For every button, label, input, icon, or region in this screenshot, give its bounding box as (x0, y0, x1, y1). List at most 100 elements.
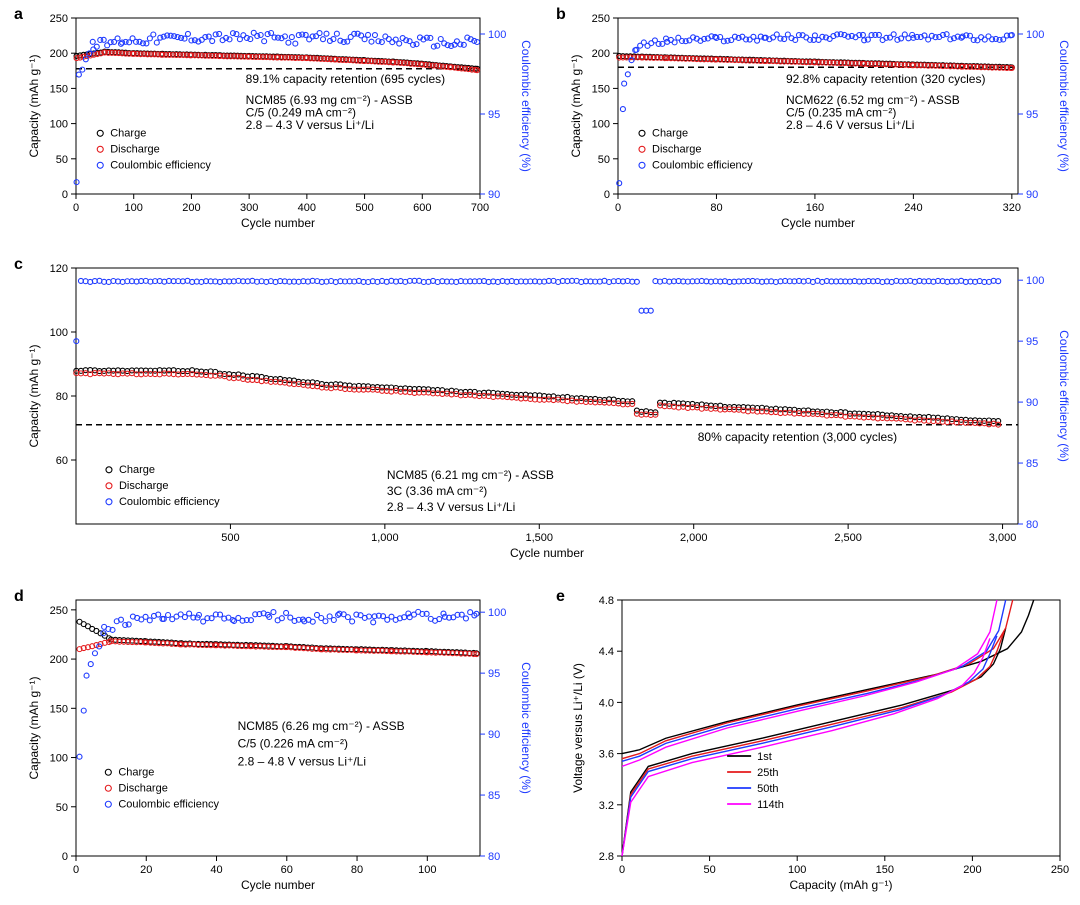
svg-text:80% capacity retention (3,000: 80% capacity retention (3,000 cycles) (698, 430, 897, 444)
panel-b: 080160240320Cycle number050100150200250C… (566, 12, 1072, 232)
svg-text:80: 80 (710, 202, 722, 214)
svg-text:Cycle number: Cycle number (510, 546, 584, 560)
svg-text:2.8 – 4.3 V versus Li⁺/Li: 2.8 – 4.3 V versus Li⁺/Li (387, 500, 515, 514)
svg-text:150: 150 (876, 864, 894, 876)
svg-text:150: 150 (592, 83, 610, 95)
svg-text:Charge: Charge (119, 464, 155, 476)
panel-label-b: b (556, 6, 566, 24)
svg-text:60: 60 (56, 455, 68, 467)
svg-text:3C (3.36 mA cm⁻²): 3C (3.36 mA cm⁻²) (387, 484, 487, 498)
panel-label-c: c (14, 256, 23, 274)
svg-text:Coulombic efficiency: Coulombic efficiency (652, 159, 753, 171)
svg-text:200: 200 (182, 202, 200, 214)
svg-text:Cycle number: Cycle number (781, 216, 855, 230)
svg-text:20: 20 (140, 864, 152, 876)
svg-text:Coulombic efficiency (%): Coulombic efficiency (%) (1057, 40, 1071, 172)
svg-text:0: 0 (619, 864, 625, 876)
svg-text:100: 100 (418, 864, 436, 876)
svg-text:0: 0 (73, 202, 79, 214)
svg-text:Discharge: Discharge (110, 143, 160, 155)
figure-root: a 0100200300400500600700Cycle number0501… (0, 0, 1080, 905)
svg-text:Discharge: Discharge (118, 782, 168, 794)
svg-text:2,000: 2,000 (680, 532, 708, 544)
svg-text:1st: 1st (757, 751, 772, 763)
svg-text:40: 40 (210, 864, 222, 876)
svg-text:1,000: 1,000 (371, 532, 399, 544)
svg-text:3.6: 3.6 (599, 749, 614, 761)
svg-text:0: 0 (73, 864, 79, 876)
svg-text:100: 100 (1026, 275, 1044, 287)
svg-text:320: 320 (1003, 202, 1021, 214)
svg-text:Charge: Charge (118, 766, 154, 778)
panel-a: 0100200300400500600700Cycle number050100… (24, 12, 534, 232)
svg-text:100: 100 (488, 607, 506, 619)
svg-text:50: 50 (56, 802, 68, 814)
svg-text:80: 80 (351, 864, 363, 876)
svg-text:100: 100 (125, 202, 143, 214)
svg-text:400: 400 (298, 202, 316, 214)
svg-text:250: 250 (50, 13, 68, 25)
panel-c: 5001,0001,5002,0002,5003,000Cycle number… (24, 262, 1072, 562)
svg-text:250: 250 (592, 13, 610, 25)
svg-text:Capacity (mAh g⁻¹): Capacity (mAh g⁻¹) (27, 676, 41, 779)
svg-text:0: 0 (62, 851, 68, 863)
svg-text:60: 60 (281, 864, 293, 876)
svg-text:90: 90 (1026, 189, 1038, 201)
svg-text:2.8: 2.8 (599, 851, 614, 863)
svg-text:Discharge: Discharge (652, 143, 702, 155)
svg-text:95: 95 (488, 668, 500, 680)
svg-text:85: 85 (1026, 458, 1038, 470)
svg-text:95: 95 (1026, 109, 1038, 121)
svg-text:300: 300 (240, 202, 258, 214)
panel-d: 020406080100Cycle number050100150200250C… (24, 594, 534, 894)
svg-text:120: 120 (50, 263, 68, 275)
svg-text:3.2: 3.2 (599, 800, 614, 812)
svg-text:2.8 – 4.8 V versus Li⁺/Li: 2.8 – 4.8 V versus Li⁺/Li (238, 754, 366, 768)
svg-text:95: 95 (1026, 336, 1038, 348)
svg-text:90: 90 (1026, 397, 1038, 409)
svg-text:Capacity (mAh g⁻¹): Capacity (mAh g⁻¹) (569, 54, 583, 157)
svg-text:150: 150 (50, 83, 68, 95)
svg-text:50th: 50th (757, 783, 778, 795)
svg-text:Capacity (mAh g⁻¹): Capacity (mAh g⁻¹) (27, 344, 41, 447)
svg-text:Coulombic efficiency (%): Coulombic efficiency (%) (1057, 330, 1071, 462)
svg-text:500: 500 (355, 202, 373, 214)
svg-text:95: 95 (488, 109, 500, 121)
svg-text:600: 600 (413, 202, 431, 214)
svg-text:100: 100 (50, 753, 68, 765)
svg-text:0: 0 (62, 189, 68, 201)
svg-text:100: 100 (488, 29, 506, 41)
svg-text:Coulombic efficiency (%): Coulombic efficiency (%) (519, 662, 533, 794)
panel-label-d: d (14, 588, 24, 606)
panel-label-a: a (14, 6, 23, 24)
svg-text:0: 0 (615, 202, 621, 214)
svg-text:Coulombic efficiency: Coulombic efficiency (119, 496, 220, 508)
svg-text:85: 85 (488, 790, 500, 802)
svg-text:Charge: Charge (110, 127, 146, 139)
svg-text:150: 150 (50, 703, 68, 715)
svg-text:200: 200 (50, 48, 68, 60)
svg-text:Capacity (mAh g⁻¹): Capacity (mAh g⁻¹) (27, 54, 41, 157)
svg-text:89.1% capacity retention (695: 89.1% capacity retention (695 cycles) (246, 72, 445, 86)
svg-text:NCM85 (6.26 mg cm⁻²) - ASSB: NCM85 (6.26 mg cm⁻²) - ASSB (238, 719, 405, 733)
svg-text:2.8 – 4.6 V versus Li⁺/Li: 2.8 – 4.6 V versus Li⁺/Li (786, 118, 914, 132)
svg-text:90: 90 (488, 729, 500, 741)
svg-text:100: 100 (1026, 29, 1044, 41)
svg-text:25th: 25th (757, 767, 778, 779)
svg-text:Coulombic efficiency (%): Coulombic efficiency (%) (519, 40, 533, 172)
svg-text:100: 100 (50, 119, 68, 131)
svg-text:100: 100 (592, 119, 610, 131)
svg-text:90: 90 (488, 189, 500, 201)
svg-text:2.8 – 4.3 V versus Li⁺/Li: 2.8 – 4.3 V versus Li⁺/Li (246, 118, 374, 132)
svg-text:240: 240 (904, 202, 922, 214)
svg-text:200: 200 (592, 48, 610, 60)
svg-text:NCM85 (6.21 mg cm⁻²) - ASSB: NCM85 (6.21 mg cm⁻²) - ASSB (387, 468, 554, 482)
svg-text:92.8% capacity retention (320: 92.8% capacity retention (320 cycles) (786, 72, 985, 86)
svg-text:Coulombic efficiency: Coulombic efficiency (110, 159, 211, 171)
svg-text:2,500: 2,500 (834, 532, 862, 544)
svg-text:50: 50 (598, 154, 610, 166)
svg-text:500: 500 (221, 532, 239, 544)
svg-text:4.0: 4.0 (599, 697, 614, 709)
svg-text:Cycle number: Cycle number (241, 878, 315, 892)
svg-text:Coulombic efficiency: Coulombic efficiency (118, 798, 219, 810)
